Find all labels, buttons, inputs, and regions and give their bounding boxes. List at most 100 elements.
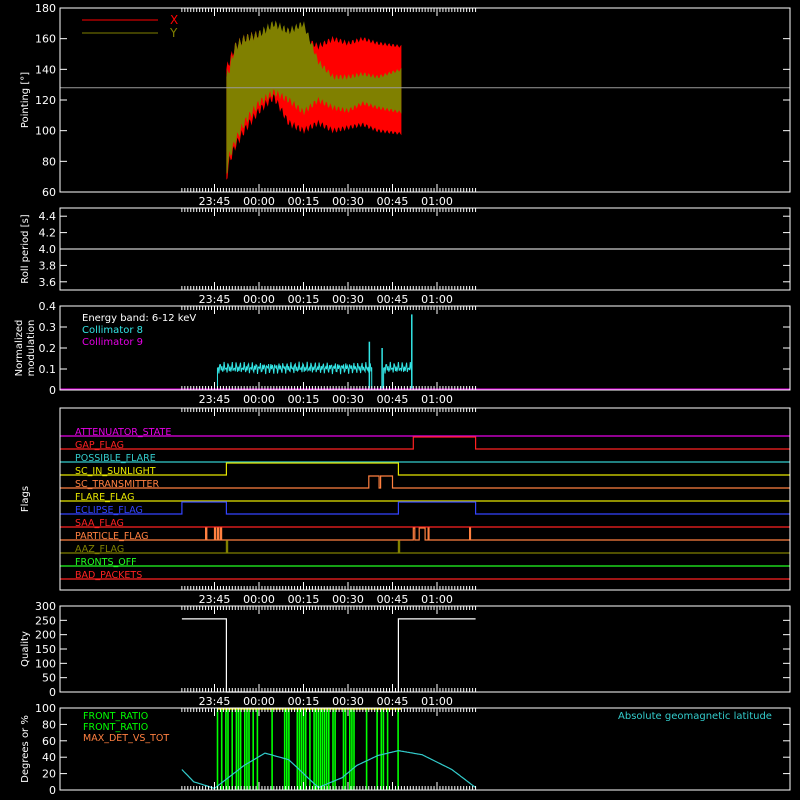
y-tick-label: 120 bbox=[35, 94, 56, 107]
flag-trace-sc-in-sunlight bbox=[60, 462, 790, 476]
time-tick-label: 00:30 bbox=[332, 195, 364, 208]
y-tick-label: 20 bbox=[42, 768, 56, 781]
legend-label: FRONT_RATIO bbox=[83, 711, 148, 722]
y-tick-label: 140 bbox=[35, 63, 56, 76]
geomagnetic-latitude-line bbox=[181, 749, 476, 790]
time-tick-label: 00:45 bbox=[377, 393, 409, 406]
time-tick-label: 01:00 bbox=[421, 293, 453, 306]
time-tick-label: 00:15 bbox=[288, 393, 320, 406]
y-axis-label: Quality bbox=[20, 631, 31, 667]
series-y-envelope bbox=[226, 20, 402, 174]
y-tick-label: 4.4 bbox=[39, 210, 57, 223]
flag-label: AAZ_FLAG bbox=[75, 544, 124, 555]
time-tick-label: 00:15 bbox=[288, 593, 320, 606]
time-tick-label: 23:45 bbox=[199, 695, 231, 708]
y-tick-label: 0.2 bbox=[39, 342, 57, 355]
time-tick-label: 00:45 bbox=[377, 593, 409, 606]
y-tick-label: 3.8 bbox=[39, 259, 57, 272]
time-tick-label: 00:45 bbox=[377, 195, 409, 208]
y-tick-label: 0.1 bbox=[39, 363, 57, 376]
time-tick-label: 00:00 bbox=[243, 393, 275, 406]
y-axis-label: Degrees or % bbox=[20, 715, 31, 783]
flag-label: ECLIPSE_FLAG bbox=[75, 505, 143, 516]
time-tick-label: 00:45 bbox=[377, 293, 409, 306]
time-tick-label: 01:00 bbox=[421, 695, 453, 708]
y-tick-label: 60 bbox=[42, 735, 56, 748]
flag-trace-sc-transmitter bbox=[60, 475, 790, 489]
y-tick-label: 0.3 bbox=[39, 321, 57, 334]
time-tick-label: 23:45 bbox=[199, 393, 231, 406]
y-tick-label: 80 bbox=[42, 718, 56, 731]
y-axis-label: Roll period [s] bbox=[20, 214, 31, 283]
y-tick-label: 40 bbox=[42, 751, 56, 764]
time-tick-label: 01:00 bbox=[421, 593, 453, 606]
legend-label: Energy band: 6-12 keV bbox=[82, 313, 196, 324]
y-axis-label: Normalized bbox=[14, 320, 25, 377]
time-tick-label: 00:00 bbox=[243, 695, 275, 708]
legend-label: Y bbox=[169, 26, 178, 40]
y-tick-label: 0 bbox=[49, 784, 56, 797]
frames-layer bbox=[59, 7, 791, 791]
y-axis-label: Flags bbox=[20, 486, 31, 512]
time-tick-label: 00:30 bbox=[332, 695, 364, 708]
time-tick-label: 00:30 bbox=[332, 293, 364, 306]
time-tick-label: 00:15 bbox=[288, 695, 320, 708]
y-tick-label: 100 bbox=[35, 125, 56, 138]
flag-label: SC_IN_SUNLIGHT bbox=[75, 466, 156, 477]
legend-label: Collimator 9 bbox=[82, 337, 143, 348]
flag-label: BAD_PACKETS bbox=[75, 570, 142, 581]
flag-label: GAP_FLAG bbox=[75, 440, 124, 451]
y-tick-label: 100 bbox=[35, 702, 56, 715]
y-tick-label: 4.0 bbox=[39, 243, 57, 256]
flag-trace-aaz-flag bbox=[60, 540, 790, 554]
time-tick-label: 00:00 bbox=[243, 195, 275, 208]
y-tick-label: 0 bbox=[49, 384, 56, 397]
y-tick-label: 3.6 bbox=[39, 276, 57, 289]
y-tick-label: 50 bbox=[42, 672, 56, 685]
y-tick-label: 200 bbox=[35, 629, 56, 642]
legend-label: Absolute geomagnetic latitude bbox=[618, 711, 772, 722]
legend-label: X bbox=[170, 13, 178, 27]
flag-label: FLARE_FLAG bbox=[75, 492, 135, 503]
y-axis-label: modulation bbox=[26, 320, 37, 377]
flag-label: POSSIBLE_FLARE bbox=[75, 453, 156, 464]
time-tick-label: 01:00 bbox=[421, 195, 453, 208]
flag-label: PARTICLE_FLAG bbox=[75, 531, 148, 542]
flag-trace-eclipse-flag bbox=[60, 501, 790, 515]
data-layer bbox=[60, 19, 790, 790]
legend-label: FRONT_RATIO bbox=[83, 722, 148, 733]
y-tick-label: 250 bbox=[35, 614, 56, 627]
legend-label: MAX_DET_VS_TOT bbox=[83, 733, 169, 744]
legend-label: Collimator 8 bbox=[82, 325, 143, 336]
y-tick-label: 0.4 bbox=[39, 300, 57, 313]
time-tick-label: 00:15 bbox=[288, 293, 320, 306]
y-tick-label: 0 bbox=[49, 686, 56, 699]
flag-label: FRONTS_OFF bbox=[75, 557, 137, 568]
time-tick-label: 00:30 bbox=[332, 393, 364, 406]
y-tick-label: 150 bbox=[35, 643, 56, 656]
y-tick-label: 4.2 bbox=[39, 227, 57, 240]
flag-trace-gap-flag bbox=[60, 436, 790, 450]
time-tick-label: 00:00 bbox=[243, 593, 275, 606]
collimator-8-segment bbox=[217, 361, 373, 375]
y-tick-label: 180 bbox=[35, 2, 56, 15]
collimator-8-segment bbox=[383, 361, 413, 374]
time-tick-label: 00:15 bbox=[288, 195, 320, 208]
time-tick-label: 00:30 bbox=[332, 593, 364, 606]
time-tick-label: 01:00 bbox=[421, 393, 453, 406]
y-tick-label: 160 bbox=[35, 33, 56, 46]
flag-label: SAA_FLAG bbox=[75, 518, 124, 529]
y-axis-label: Pointing [°] bbox=[20, 72, 31, 128]
y-tick-label: 80 bbox=[42, 155, 56, 168]
y-tick-label: 300 bbox=[35, 600, 56, 613]
time-tick-label: 23:45 bbox=[199, 593, 231, 606]
flag-trace-particle-flag bbox=[60, 527, 790, 541]
time-tick-label: 23:45 bbox=[199, 195, 231, 208]
time-tick-label: 23:45 bbox=[199, 293, 231, 306]
time-tick-label: 00:00 bbox=[243, 293, 275, 306]
y-tick-label: 100 bbox=[35, 657, 56, 670]
flag-label: SC_TRANSMITTER bbox=[75, 479, 160, 490]
time-tick-label: 00:45 bbox=[377, 695, 409, 708]
text-layer: 23:45 00:00 00:15 00:30 00:45 01:00 60 80 100 120… bbox=[14, 2, 772, 797]
